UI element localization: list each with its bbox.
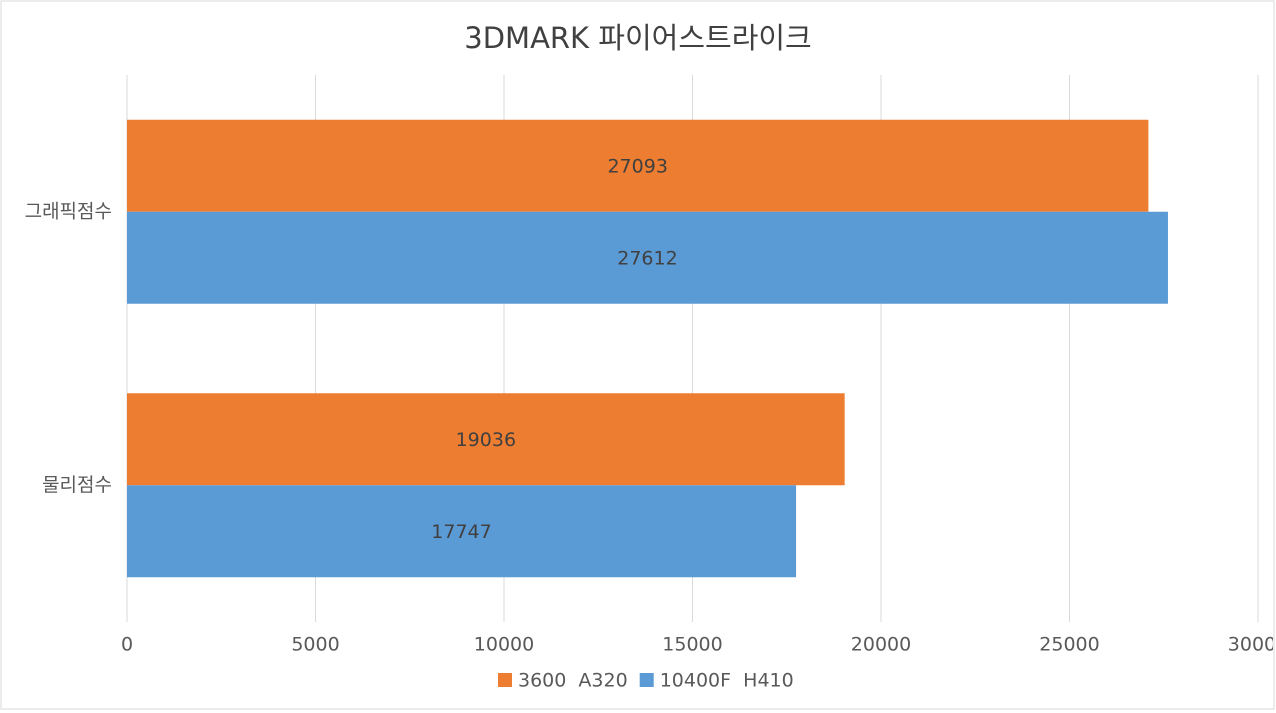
bar [127, 485, 797, 578]
legend-swatch [639, 673, 654, 687]
bar [127, 393, 845, 486]
x-tick-label: 0 [121, 634, 133, 656]
y-tick-label: 그래픽점수 [25, 200, 112, 222]
legend-label: 3600 A320 [518, 670, 628, 692]
x-tick-label: 20000 [851, 634, 911, 656]
x-tick-label: 5000 [291, 634, 339, 656]
x-tick-label: 30000 [1228, 634, 1276, 656]
x-tick-label: 25000 [1039, 634, 1099, 656]
data-label: 27093 [607, 155, 667, 177]
chart-title: 3DMARK 파이어스트라이크 [464, 21, 811, 55]
legend-label: 10400F H410 [660, 670, 794, 692]
x-tick-label: 10000 [474, 634, 534, 656]
plot-area: 0 5000 10000 15000 20000 25000 30000 그래픽점수 27093… [25, 75, 1276, 692]
y-tick-label: 물리점수 [42, 474, 112, 496]
x-tick-label: 15000 [662, 634, 722, 656]
data-label: 19036 [456, 429, 516, 451]
data-label: 27612 [617, 247, 677, 269]
bar [127, 211, 1168, 304]
legend-swatch [498, 673, 512, 687]
data-label: 17747 [431, 521, 491, 543]
bar [127, 119, 1149, 212]
